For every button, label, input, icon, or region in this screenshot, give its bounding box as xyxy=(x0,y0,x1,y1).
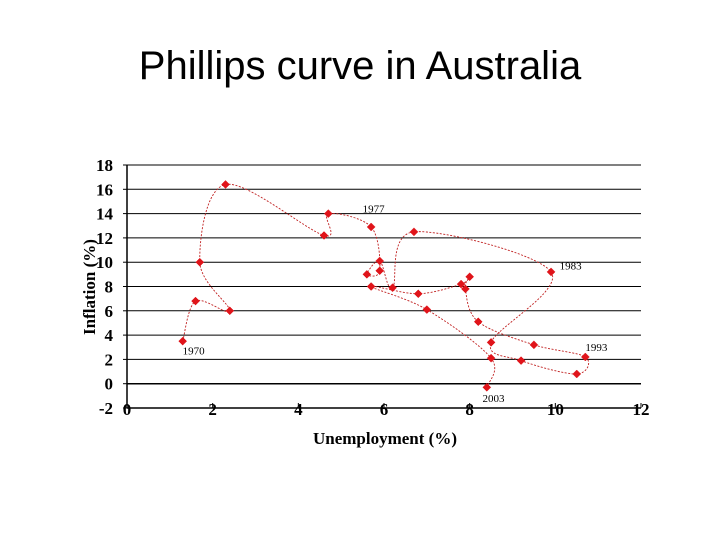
y-tick-label: 8 xyxy=(105,278,114,297)
data-point xyxy=(413,289,423,299)
connecting-curve xyxy=(182,183,590,388)
y-tick-label: 12 xyxy=(96,229,113,248)
page-title: Phillips curve in Australia xyxy=(138,44,582,88)
plot-axes xyxy=(123,164,642,409)
data-point xyxy=(375,266,385,276)
y-tick-label: 10 xyxy=(96,253,113,272)
data-point xyxy=(456,279,466,289)
year-annotation: 1977 xyxy=(363,203,386,215)
y-tick-labels: -2 0 2 4 6 8 10 12 14 16 18 xyxy=(96,156,114,418)
y-tick-label: 4 xyxy=(105,326,114,345)
data-point xyxy=(221,180,230,189)
year-annotation: 1970 xyxy=(183,346,206,358)
data-point xyxy=(225,306,235,316)
x-tick-label: 0 xyxy=(123,400,132,419)
y-tick-label: 18 xyxy=(96,156,113,175)
y-tick-label: 16 xyxy=(96,180,113,199)
y-axis-title: Inflation (%) xyxy=(80,239,99,335)
data-point xyxy=(178,336,188,346)
x-tick-label: 10 xyxy=(547,400,564,419)
data-point xyxy=(375,256,385,266)
x-tick-label: 2 xyxy=(208,400,217,419)
y-tick-label: 2 xyxy=(105,350,114,369)
data-point xyxy=(319,231,329,240)
x-tick-label: 6 xyxy=(380,400,389,419)
data-point xyxy=(323,209,333,218)
y-tick-label: 0 xyxy=(105,375,114,394)
x-tick-label: 8 xyxy=(465,400,474,419)
data-point xyxy=(195,257,205,267)
y-tick-label: 14 xyxy=(96,205,114,224)
data-point xyxy=(465,272,475,282)
data-point xyxy=(366,222,376,232)
data-point xyxy=(516,356,526,365)
data-point xyxy=(580,352,590,362)
data-point xyxy=(409,227,419,237)
data-point xyxy=(422,305,432,314)
data-point xyxy=(486,338,496,347)
data-point xyxy=(546,267,556,277)
x-tick-labels: 0 2 4 6 8 10 12 xyxy=(123,400,650,419)
x-axis-title: Unemployment (%) xyxy=(313,429,457,448)
data-point xyxy=(486,353,496,363)
x-tick-label: 4 xyxy=(294,400,303,419)
year-annotation: 1983 xyxy=(560,260,583,272)
data-point xyxy=(388,283,397,293)
year-annotation: 2003 xyxy=(483,393,506,405)
data-point xyxy=(529,340,539,350)
gridlines xyxy=(127,164,641,385)
data-point xyxy=(362,269,372,279)
data-point xyxy=(482,382,492,392)
data-point xyxy=(473,317,483,327)
year-annotations: 1970 1977 1983 1993 2003 xyxy=(183,203,608,405)
year-annotation: 1993 xyxy=(585,342,608,354)
data-markers xyxy=(178,180,590,392)
x-tick-label: 12 xyxy=(633,400,650,419)
data-point xyxy=(461,284,470,294)
data-point xyxy=(191,296,200,306)
data-point xyxy=(572,369,582,379)
y-tick-label: 6 xyxy=(105,302,114,321)
y-tick-label: -2 xyxy=(99,399,113,418)
data-point xyxy=(366,282,376,291)
